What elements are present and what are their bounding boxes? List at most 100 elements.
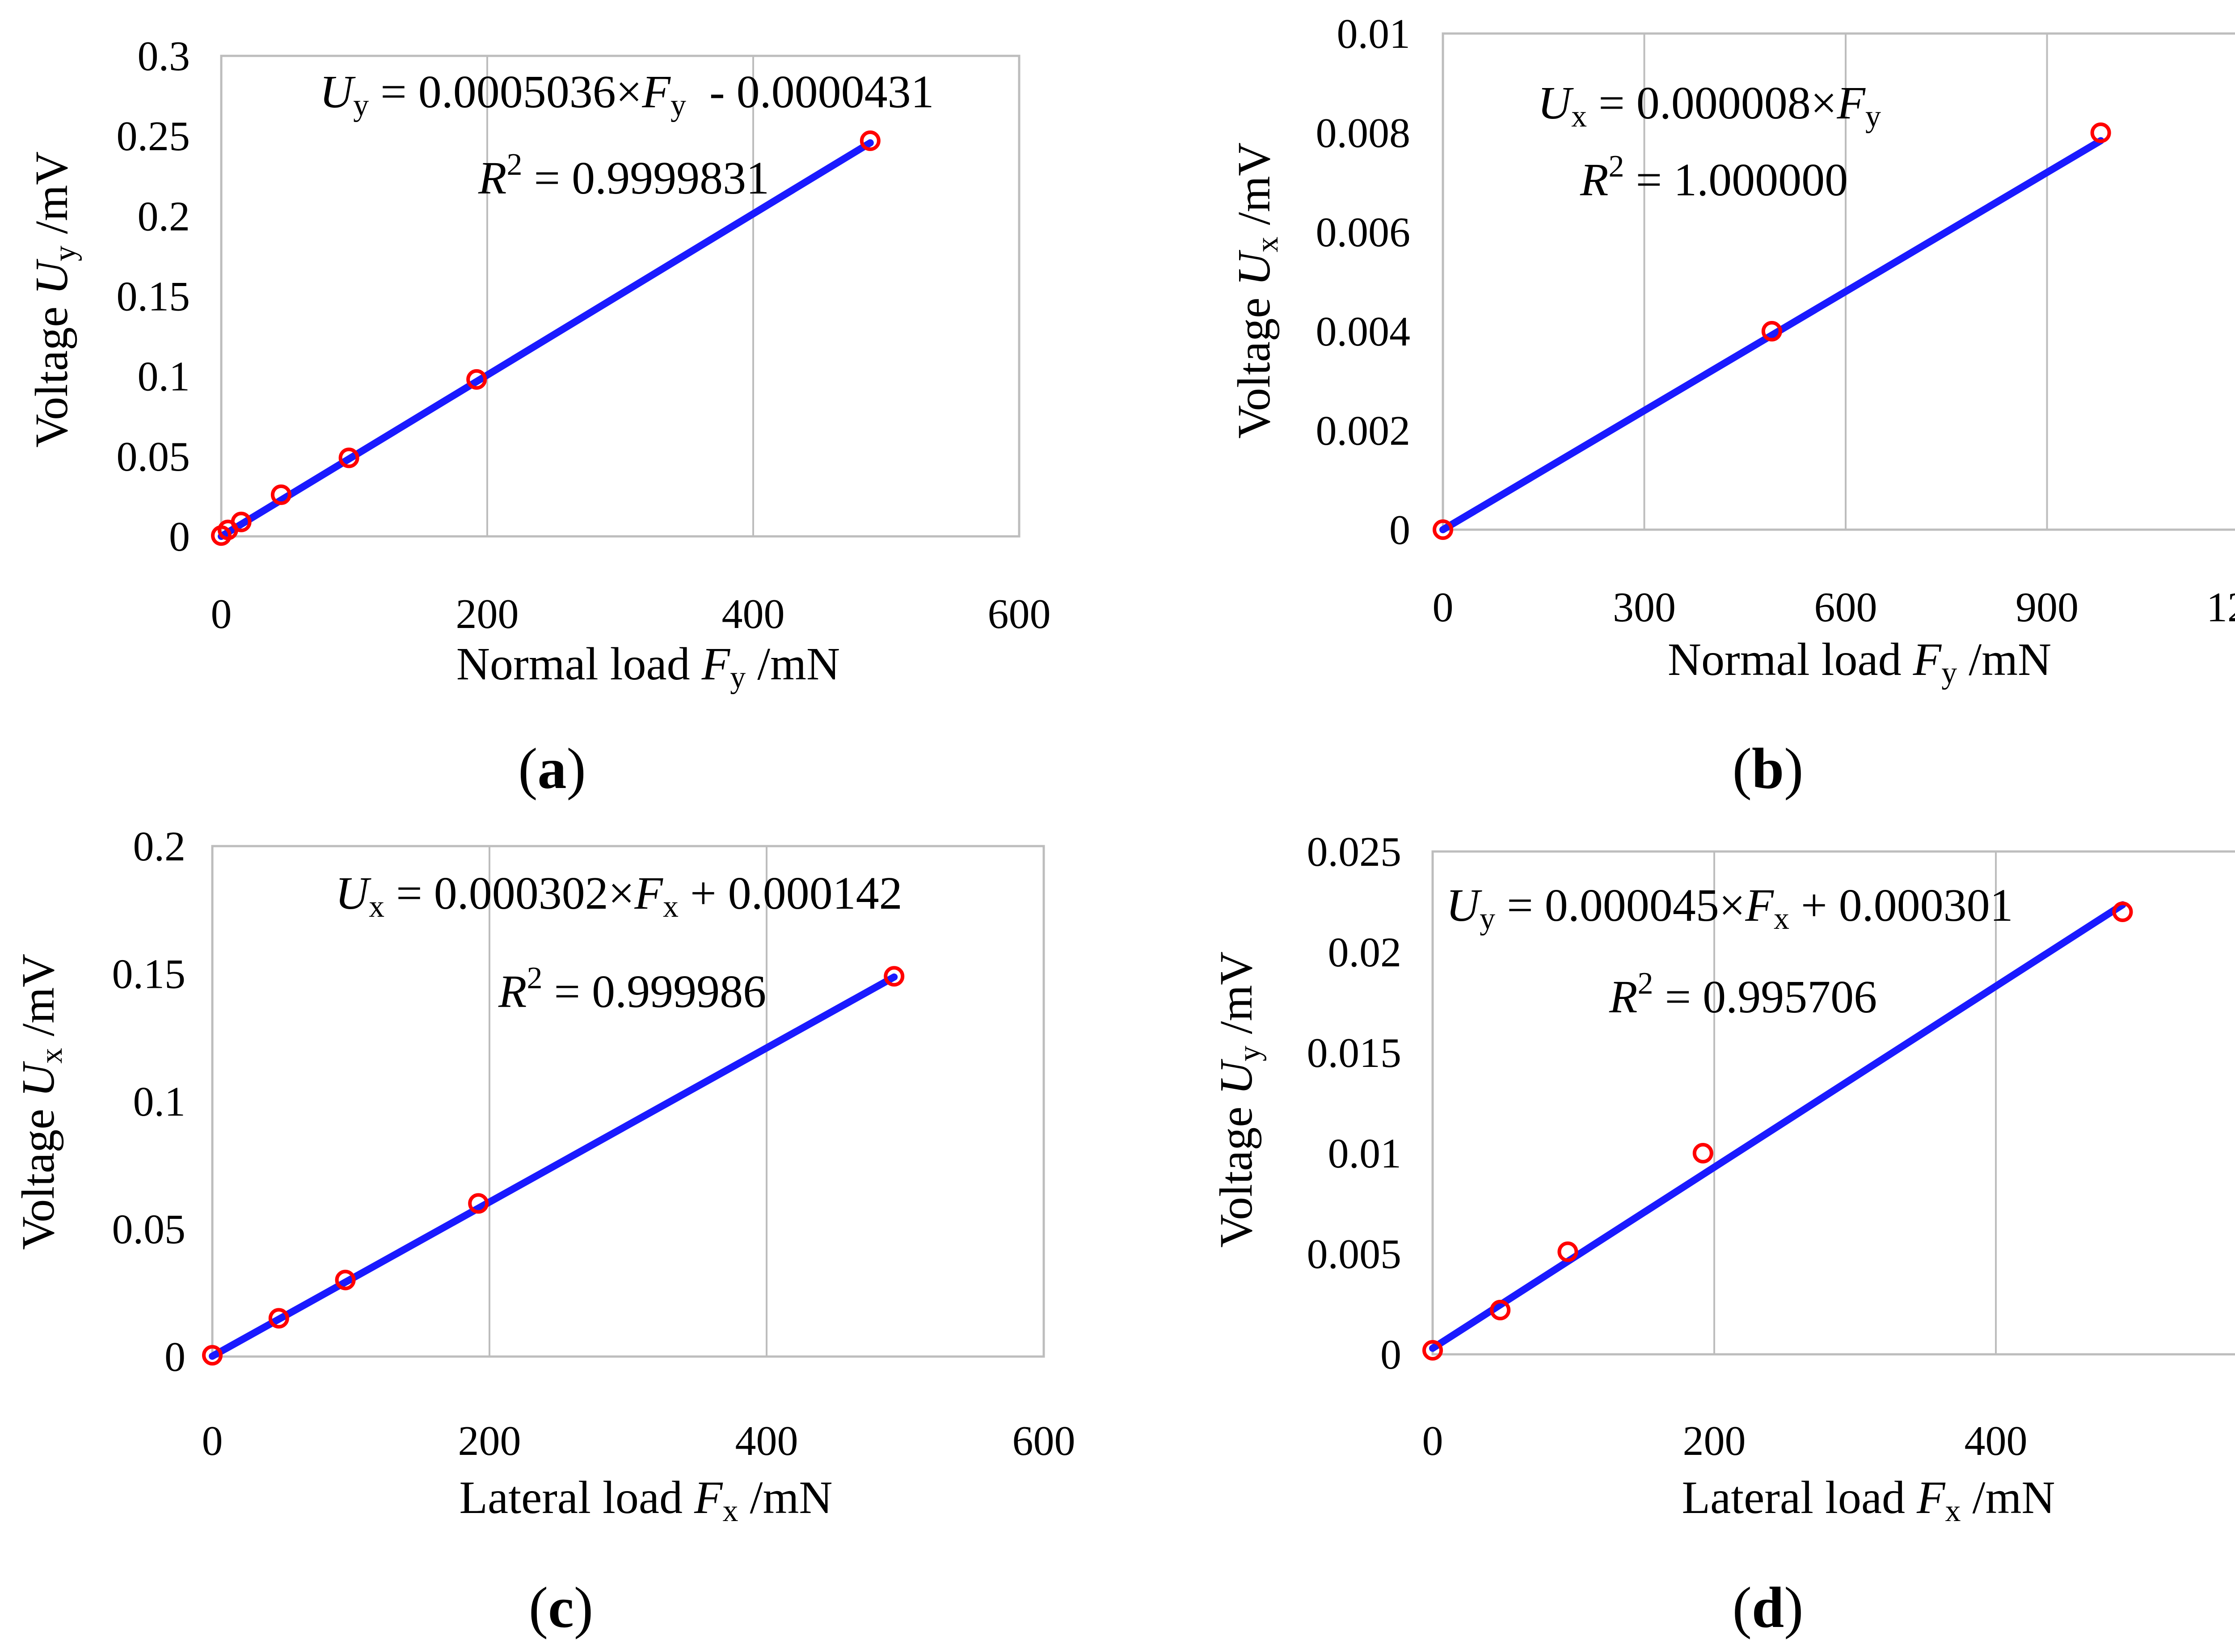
panel-a-ytick-label: 0.3 xyxy=(138,33,190,80)
panel-c-plot-area xyxy=(211,845,1045,1358)
panel-d-series xyxy=(1422,901,2133,1361)
panel-b-xtick-label: 600 xyxy=(1814,584,1877,631)
panel-c-label: (c) xyxy=(529,1576,593,1640)
panel-c-data-point xyxy=(335,1269,356,1290)
panel-a-xtick-label: 0 xyxy=(211,591,232,637)
panel-c-yticks: 0 0.05 0.1 0.15 0.2 xyxy=(112,823,186,1380)
panel-d-xtick-label: 0 xyxy=(1422,1418,1443,1464)
panel-a-series xyxy=(211,130,881,546)
panel-b-equation: Ux = 0.000008×Fy xyxy=(1538,77,1881,134)
panel-a-yticks: 0 0.05 0.1 0.15 0.2 0.25 0.3 xyxy=(117,33,190,560)
panel-c-ytick-label: 0.05 xyxy=(112,1206,186,1253)
panel-d-ytick-label: 0 xyxy=(1380,1332,1401,1378)
panel-c-ytick-label: 0.2 xyxy=(133,823,186,870)
panel-d-xtick-label: 200 xyxy=(1683,1418,1746,1464)
panel-b: 0 0.002 0.004 0.006 0.008 0.01 0 300 600 900 1200… xyxy=(1228,11,2235,801)
panel-b-xtick-label: 900 xyxy=(2016,584,2079,631)
panel-a-data-point xyxy=(860,130,881,151)
panel-b-ytick-label: 0.006 xyxy=(1316,209,1411,256)
panel-c-fit-line xyxy=(209,973,898,1360)
panel-c-series xyxy=(202,966,905,1366)
panel-a-fit-line xyxy=(218,139,874,540)
panel-a-ylabel: Voltage Uy /mV xyxy=(26,152,82,448)
panel-c-data-point xyxy=(268,1308,289,1329)
panel-d-data-point xyxy=(1557,1241,1578,1262)
panel-c-xtick-label: 400 xyxy=(735,1418,798,1464)
panel-d-r2: R2 = 0.995706 xyxy=(1609,966,1877,1023)
panel-d-yticks: 0 0.005 0.01 0.015 0.02 0.025 xyxy=(1307,829,1402,1378)
panel-d-xlabel: Lateral load Fx /mN xyxy=(1682,1472,2055,1528)
panel-d-data-point xyxy=(2112,902,2133,922)
panel-b-xlabel: Normal load Fy /mN xyxy=(1668,634,2051,690)
panel-c-ylabel: Voltage Ux /mV xyxy=(13,954,69,1250)
panel-d-ytick-label: 0.01 xyxy=(1328,1130,1402,1177)
panel-b-ytick-label: 0.008 xyxy=(1316,110,1411,156)
panel-a-ytick-label: 0.15 xyxy=(117,274,190,320)
panel-a-xlabel: Normal load Fy /mN xyxy=(456,638,840,695)
panel-b-yticks: 0 0.002 0.004 0.006 0.008 0.01 xyxy=(1316,11,1411,553)
panel-a-plot-area xyxy=(220,55,1021,538)
panel-c-r2: R2 = 0.999986 xyxy=(498,961,766,1017)
panel-d-fit-line xyxy=(1429,901,2126,1352)
panel-b-xtick-label: 300 xyxy=(1613,584,1676,631)
panel-c-equation: Ux = 0.000302×Fx + 0.000142 xyxy=(335,868,902,924)
panel-d-ytick-label: 0.025 xyxy=(1307,829,1402,875)
panel-a-ytick-label: 0.25 xyxy=(117,113,190,160)
panel-a-equation: Uy = 0.0005036×Fy - 0.0000431 xyxy=(320,66,934,122)
panel-d-label: (d) xyxy=(1733,1576,1804,1640)
panel-c-xtick-label: 600 xyxy=(1012,1418,1075,1464)
panel-c-xtick-label: 200 xyxy=(458,1418,521,1464)
panel-d-xtick-label: 400 xyxy=(1965,1418,2028,1464)
panel-c-data-point xyxy=(202,1345,223,1366)
panel-d-data-point xyxy=(1692,1143,1713,1163)
panel-a-ytick-label: 0.05 xyxy=(117,434,190,480)
panel-a-ytick-label: 0.2 xyxy=(138,193,190,240)
panel-d-ytick-label: 0.015 xyxy=(1307,1030,1402,1076)
panel-a-ytick-label: 0.1 xyxy=(138,354,190,400)
panel-a-data-point xyxy=(231,511,252,532)
panel-a-label: (a) xyxy=(518,737,586,801)
panel-a-xticks: 0 200 400 600 xyxy=(211,591,1051,637)
panel-d-data-point xyxy=(1490,1300,1511,1320)
panel-a-xtick-label: 200 xyxy=(456,591,519,637)
panel-a-data-point xyxy=(270,484,291,505)
panel-c-ytick-label: 0.1 xyxy=(133,1079,186,1125)
panel-d-data-point xyxy=(1422,1340,1443,1361)
panel-b-data-point xyxy=(2090,122,2111,143)
panel-b-ytick-label: 0.004 xyxy=(1316,308,1411,355)
panel-c-xticks: 0 200 400 600 xyxy=(202,1418,1075,1464)
panel-c-data-point xyxy=(884,966,905,987)
panel-b-fit-line xyxy=(1439,137,2104,533)
panel-c-data-point xyxy=(468,1193,489,1214)
panel-d-equation: Uy = 0.000045×Fx + 0.000301 xyxy=(1446,880,2013,936)
panel-b-data-point xyxy=(1761,321,1782,341)
panel-b-plot-area xyxy=(1442,32,2235,531)
panel-b-label: (b) xyxy=(1733,737,1804,801)
panel-b-ytick-label: 0 xyxy=(1389,507,1410,553)
panel-d-ytick-label: 0.005 xyxy=(1307,1231,1402,1277)
panel-d-ytick-label: 0.02 xyxy=(1328,929,1402,976)
panel-a-r2: R2 = 0.9999831 xyxy=(478,148,769,204)
panel-b-xtick-label: 0 xyxy=(1433,584,1454,631)
panel-a: 0 0.05 0.1 0.15 0.2 0.25 0.3 0 200 400 600 Uy = 0… xyxy=(26,33,1051,801)
panel-d-plot-area xyxy=(1431,850,2235,1356)
panel-c-xtick-label: 0 xyxy=(202,1418,223,1464)
panel-a-xtick-label: 400 xyxy=(722,591,785,637)
panel-b-xtick-label: 1200 xyxy=(2206,584,2235,631)
panel-c: 0 0.05 0.1 0.15 0.2 0 200 400 600 Ux = 0.000302… xyxy=(13,823,1075,1640)
panel-d-ylabel: Voltage Uy /mV xyxy=(1210,952,1267,1248)
panel-a-data-point xyxy=(466,369,487,390)
panel-b-r2: R2 = 1.000000 xyxy=(1580,149,1848,206)
panel-a-ytick-label: 0 xyxy=(169,514,190,560)
panel-b-ytick-label: 0.002 xyxy=(1316,408,1411,454)
panel-a-data-point xyxy=(338,447,359,468)
panel-b-ytick-label: 0.01 xyxy=(1337,11,1411,57)
panel-b-series xyxy=(1433,122,2111,540)
panel-b-xticks: 0 300 600 900 1200 xyxy=(1433,584,2235,631)
panel-a-xtick-label: 600 xyxy=(988,591,1051,637)
panel-c-xlabel: Lateral load Fx /mN xyxy=(460,1472,833,1528)
panel-c-ytick-label: 0.15 xyxy=(112,951,186,998)
